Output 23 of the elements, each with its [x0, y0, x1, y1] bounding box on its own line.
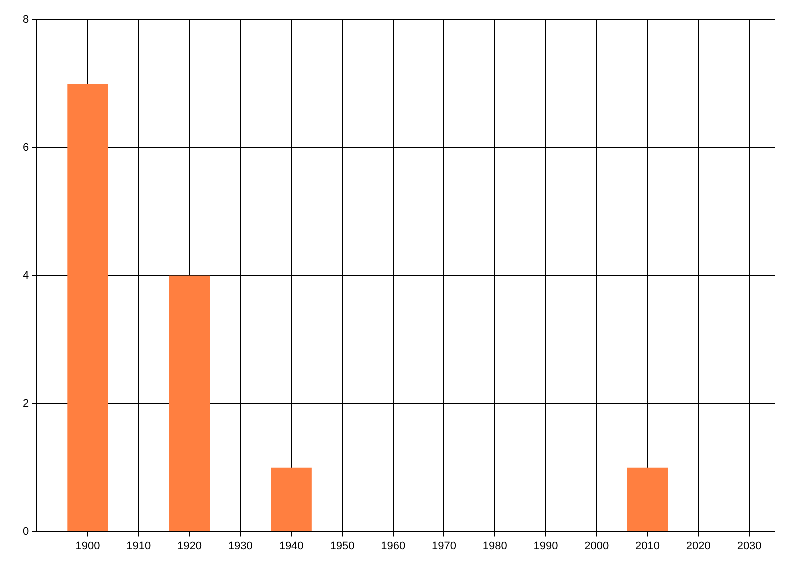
x-tick-label: 2010	[636, 540, 660, 552]
y-tick-label: 6	[22, 142, 30, 154]
x-tick-label: 2000	[584, 540, 610, 552]
x-tick-label: 1950	[330, 540, 355, 552]
x-tick-label: 1970	[432, 540, 456, 552]
x-tick-label: 1920	[178, 540, 202, 552]
x-tick-label: 1960	[381, 540, 406, 552]
y-tick-label: 0	[22, 526, 30, 538]
x-tick-label: 2020	[686, 540, 711, 552]
x-tick-label: 1910	[126, 540, 152, 552]
x-tick-label: 1930	[228, 540, 253, 552]
x-tick-label: 1940	[279, 540, 304, 552]
bar	[271, 468, 312, 532]
x-tick-label: 2030	[737, 540, 762, 552]
bar	[627, 468, 668, 532]
x-tick-label: 1980	[482, 540, 508, 552]
x-tick-label: 1900	[76, 540, 100, 552]
y-tick-label: 4	[22, 270, 30, 282]
y-tick-label: 2	[22, 398, 30, 410]
x-tick-label: 1990	[534, 540, 558, 552]
bar	[169, 276, 210, 532]
bar	[68, 84, 108, 532]
y-tick-label: 8	[22, 14, 30, 26]
